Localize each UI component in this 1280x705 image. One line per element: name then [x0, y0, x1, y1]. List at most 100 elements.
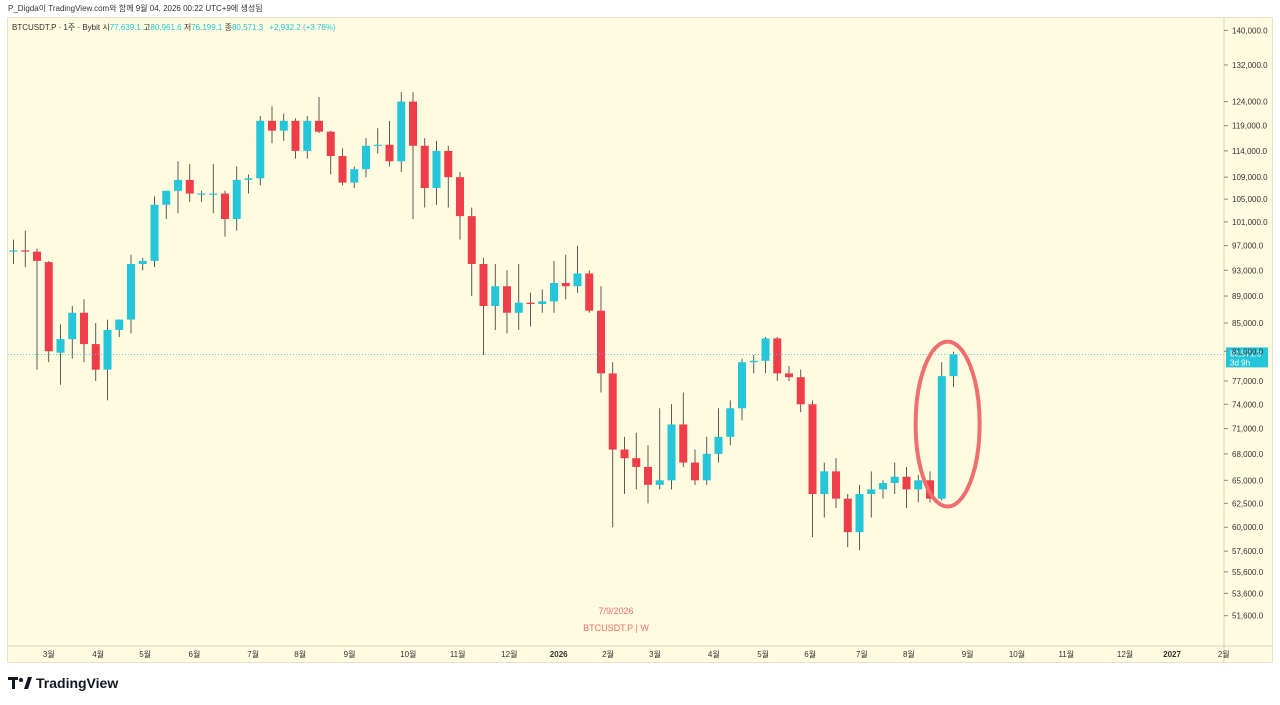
candle[interactable]	[315, 96, 323, 134]
chart-area[interactable]: 80,571.3 3d 9h 7/9/2026 BTCUSDT.P | W 140,0…	[7, 17, 1273, 663]
candle[interactable]	[56, 324, 65, 385]
candle[interactable]	[773, 336, 782, 381]
time-tick-label: 12월	[501, 649, 517, 659]
candle[interactable]	[80, 299, 88, 363]
candle[interactable]	[432, 140, 441, 205]
candle[interactable]	[879, 480, 887, 499]
price-tick-label: 85,000.0	[1232, 319, 1264, 328]
candle-body	[456, 177, 464, 217]
candle[interactable]	[185, 163, 194, 202]
candle-body	[561, 283, 570, 287]
candle[interactable]	[291, 118, 300, 159]
candle[interactable]	[573, 245, 582, 293]
candle[interactable]	[91, 323, 100, 381]
candle[interactable]	[420, 138, 429, 208]
candle[interactable]	[855, 484, 864, 551]
candle[interactable]	[444, 145, 453, 208]
candle[interactable]	[561, 254, 570, 300]
axes: 140,000.0 132,000.0 124,000.0 119,000.0 114,…	[8, 18, 1272, 662]
last-price-label: 80,571.3	[1230, 349, 1262, 358]
candle[interactable]	[197, 190, 206, 202]
candle[interactable]	[326, 130, 335, 175]
candle[interactable]	[761, 336, 770, 374]
candle-body	[585, 273, 594, 311]
candle[interactable]	[514, 264, 523, 330]
candle[interactable]	[902, 466, 911, 509]
chart-caption: P_Digda이 TradingView.com와 함께 9월 04, 2026…	[8, 4, 263, 13]
candle[interactable]	[467, 207, 476, 297]
candle[interactable]	[597, 286, 605, 393]
candle[interactable]	[937, 362, 946, 501]
time-tick-label: 2월	[602, 649, 614, 659]
candle[interactable]	[174, 161, 182, 214]
candle[interactable]	[9, 239, 18, 265]
candle[interactable]	[667, 404, 676, 490]
candle[interactable]	[479, 257, 488, 355]
candle[interactable]	[268, 106, 276, 144]
candle[interactable]	[538, 289, 547, 313]
candle[interactable]	[491, 264, 500, 330]
time-tick-label: 4월	[708, 649, 720, 659]
candle[interactable]	[138, 257, 147, 271]
candle[interactable]	[244, 174, 253, 194]
candle[interactable]	[68, 306, 77, 359]
candle-body	[232, 179, 241, 219]
candle[interactable]	[796, 369, 805, 413]
candle-body	[937, 376, 946, 499]
candle[interactable]	[585, 270, 594, 313]
candle[interactable]	[949, 351, 958, 388]
candle[interactable]	[503, 270, 511, 334]
candle[interactable]	[397, 92, 406, 172]
candle[interactable]	[44, 260, 53, 363]
price-tick-label: 124,000.0	[1232, 98, 1268, 107]
candle[interactable]	[103, 319, 112, 401]
tradingview-logo: TradingView	[8, 675, 118, 691]
candle[interactable]	[279, 113, 288, 141]
candle[interactable]	[890, 462, 899, 495]
candle[interactable]	[608, 362, 617, 528]
candle[interactable]	[150, 196, 159, 268]
candle[interactable]	[867, 471, 876, 518]
candle[interactable]	[702, 436, 711, 485]
candle[interactable]	[127, 254, 135, 334]
candle[interactable]	[749, 354, 758, 374]
candle[interactable]	[362, 138, 370, 178]
candle[interactable]	[620, 436, 629, 495]
candle[interactable]	[644, 445, 652, 504]
candle[interactable]	[303, 115, 312, 159]
candle[interactable]	[350, 166, 359, 189]
candle[interactable]	[820, 462, 829, 518]
candle[interactable]	[738, 358, 746, 421]
candle[interactable]	[785, 365, 793, 381]
candle[interactable]	[338, 148, 347, 186]
candle[interactable]	[914, 474, 923, 503]
candle-body	[632, 458, 641, 467]
candle[interactable]	[550, 260, 558, 313]
price-tick-label: 101,000.0	[1232, 218, 1268, 227]
candle[interactable]	[221, 190, 229, 237]
candle[interactable]	[691, 449, 699, 485]
candle[interactable]	[714, 408, 723, 463]
candle[interactable]	[33, 248, 41, 370]
candle[interactable]	[256, 115, 265, 186]
candle[interactable]	[385, 120, 394, 167]
candle[interactable]	[232, 166, 241, 231]
candle[interactable]	[526, 292, 535, 327]
candle-body	[479, 264, 488, 307]
candle[interactable]	[409, 92, 417, 219]
candle[interactable]	[808, 400, 817, 538]
candle[interactable]	[456, 171, 464, 240]
candle[interactable]	[843, 494, 852, 548]
candle[interactable]	[679, 392, 688, 467]
candle[interactable]	[655, 408, 664, 490]
candle[interactable]	[21, 230, 30, 268]
candle[interactable]	[162, 190, 171, 219]
candle[interactable]	[726, 400, 735, 446]
candle-body	[714, 436, 723, 454]
candle[interactable]	[373, 128, 382, 154]
candle[interactable]	[632, 432, 641, 490]
candle[interactable]	[832, 458, 840, 509]
candle[interactable]	[209, 163, 218, 214]
candle[interactable]	[115, 319, 124, 337]
